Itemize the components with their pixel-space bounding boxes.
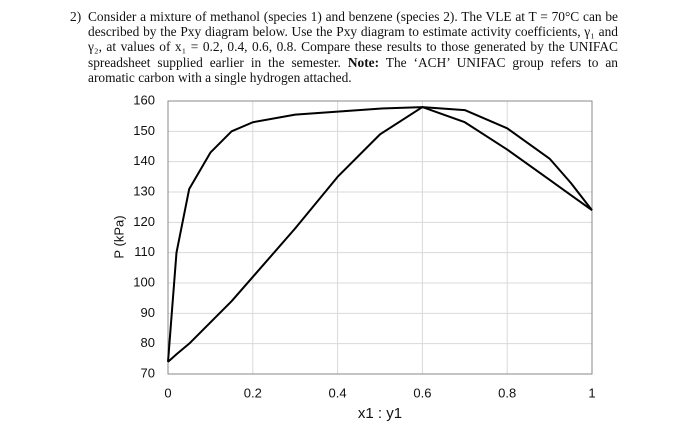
x-tick-label: 1	[588, 385, 595, 400]
curve	[167, 106, 593, 362]
y-tick-label: 150	[133, 123, 155, 138]
y-tick-label: 120	[133, 214, 155, 229]
x-tick-label: 0.2	[244, 385, 262, 400]
x-tick-label: 0.4	[329, 385, 347, 400]
y-tick-label: 140	[133, 153, 155, 168]
y-axis-label: P (kPa)	[111, 215, 126, 258]
plot-frame	[167, 100, 593, 375]
x-tick-label: 0	[164, 385, 171, 400]
note-text: The ‘ACH’ UNIFAC group refers to an arom…	[88, 54, 618, 85]
problem-number: 2)	[70, 9, 82, 24]
y-tick-label: 160	[133, 92, 155, 107]
y-tick-label: 100	[133, 274, 155, 289]
y-tick-label: 70	[141, 365, 155, 380]
y-tick-label: 110	[134, 244, 155, 259]
y-tick-label: 80	[141, 335, 155, 350]
x-axis-label: x1 : y1	[358, 405, 402, 422]
x-tick-label: 0.6	[413, 385, 431, 400]
y-tick-label: 130	[133, 183, 155, 198]
curve	[167, 106, 593, 363]
y-tick-label: 90	[141, 305, 155, 320]
problem-text: 2) Consider a mixture of methanol (speci…	[70, 9, 618, 85]
x-tick-label: 0.8	[498, 385, 516, 400]
note-label: Note:	[347, 54, 380, 70]
problem-body: Consider a mixture of methanol (species …	[88, 9, 618, 70]
